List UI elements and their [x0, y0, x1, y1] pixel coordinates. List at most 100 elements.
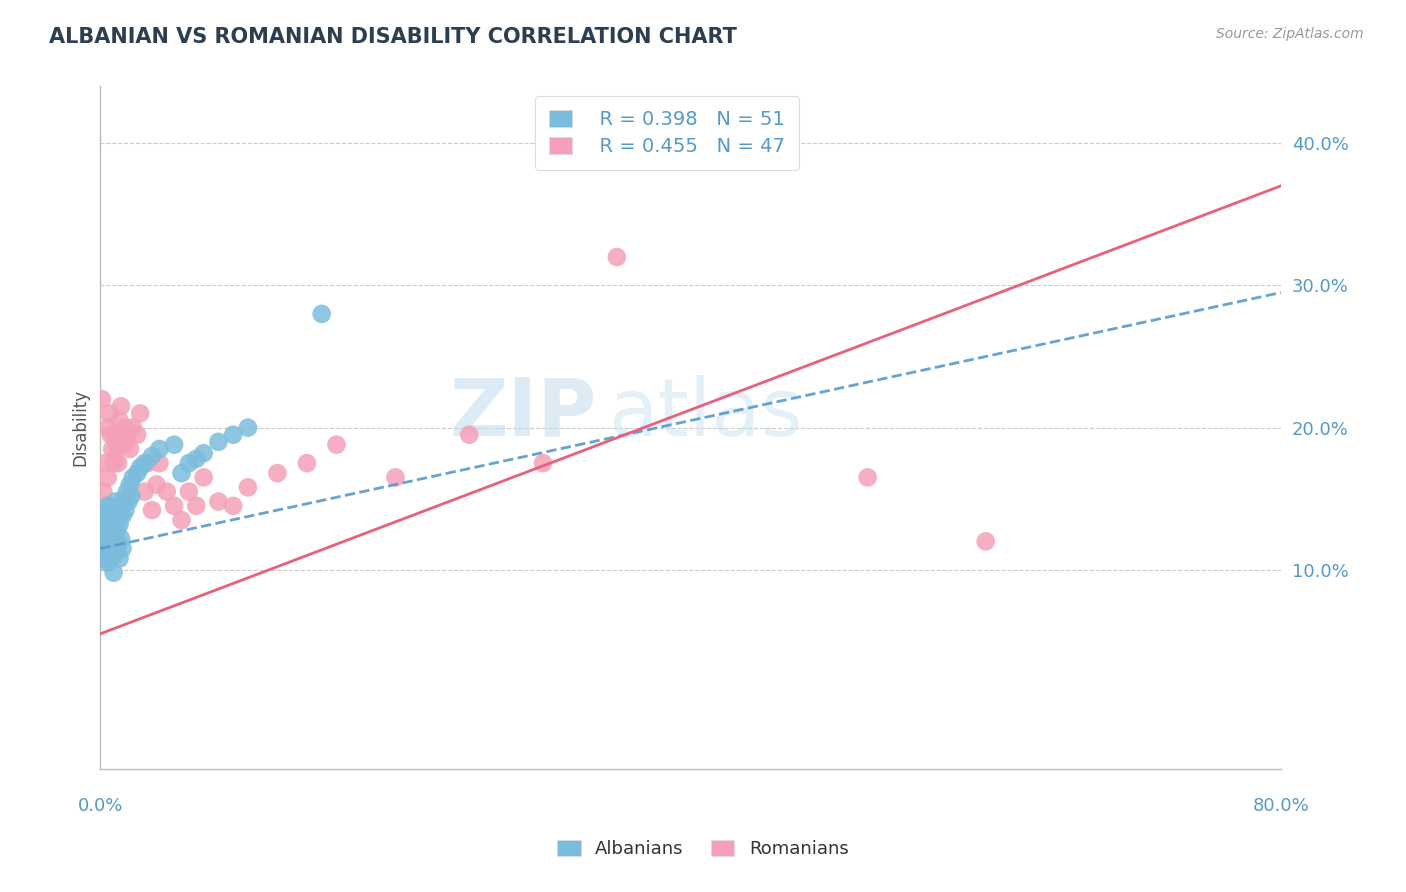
Point: [98, 520, 121, 534]
Point: [121, 420, 143, 434]
Legend: Albanians, Romanians: Albanians, Romanians: [550, 832, 856, 865]
Point: [118, 442, 141, 456]
Point: [110, 499, 132, 513]
Point: [193, 470, 215, 484]
Point: [170, 513, 193, 527]
Point: [108, 551, 131, 566]
Text: Source: ZipAtlas.com: Source: ZipAtlas.com: [1216, 27, 1364, 41]
Point: [107, 506, 129, 520]
Point: [193, 446, 215, 460]
Point: [222, 499, 245, 513]
Point: [127, 466, 149, 480]
Point: [108, 517, 131, 532]
Point: [186, 451, 208, 466]
Point: [141, 449, 163, 463]
Point: [207, 434, 229, 449]
Point: [114, 420, 136, 434]
Point: [97, 499, 120, 513]
Point: [100, 427, 122, 442]
Point: [108, 413, 131, 427]
Point: [145, 477, 167, 491]
Point: [311, 307, 333, 321]
Point: [129, 460, 152, 475]
Point: [117, 494, 139, 508]
Point: [97, 420, 120, 434]
Point: [531, 456, 554, 470]
Point: [325, 438, 347, 452]
Point: [107, 456, 129, 470]
Point: [295, 456, 318, 470]
Text: 80.0%: 80.0%: [1253, 797, 1309, 814]
Point: [97, 556, 120, 570]
Point: [163, 438, 186, 452]
Point: [110, 399, 132, 413]
Point: [177, 456, 200, 470]
Point: [207, 494, 229, 508]
Point: [104, 451, 127, 466]
Point: [101, 442, 124, 456]
Point: [101, 527, 124, 541]
Point: [94, 456, 117, 470]
Text: 0.0%: 0.0%: [77, 797, 124, 814]
Point: [91, 484, 114, 499]
Point: [134, 484, 156, 499]
Point: [107, 537, 129, 551]
Point: [103, 566, 125, 580]
Point: [111, 427, 134, 442]
Point: [105, 438, 128, 452]
Point: [98, 546, 121, 560]
Point: [121, 470, 143, 484]
Point: [606, 250, 628, 264]
Point: [97, 534, 120, 549]
Y-axis label: Disability: Disability: [72, 389, 89, 467]
Point: [104, 432, 127, 446]
Point: [103, 456, 125, 470]
Point: [974, 534, 997, 549]
Point: [103, 549, 125, 563]
Point: [141, 503, 163, 517]
Point: [148, 456, 170, 470]
Text: atlas: atlas: [607, 375, 803, 453]
Point: [177, 484, 200, 499]
Point: [114, 503, 136, 517]
Point: [111, 508, 134, 523]
Text: ALBANIAN VS ROMANIAN DISABILITY CORRELATION CHART: ALBANIAN VS ROMANIAN DISABILITY CORRELAT…: [49, 27, 737, 46]
Point: [170, 466, 193, 480]
Point: [104, 532, 127, 546]
Point: [236, 480, 259, 494]
Point: [100, 508, 122, 523]
Point: [266, 466, 288, 480]
Legend:   R = 0.398   N = 51,   R = 0.455   N = 47: R = 0.398 N = 51, R = 0.455 N = 47: [536, 96, 799, 169]
Point: [105, 541, 128, 556]
Point: [98, 406, 121, 420]
Point: [112, 438, 135, 452]
Point: [90, 527, 112, 541]
Point: [136, 456, 159, 470]
Point: [120, 489, 142, 503]
Point: [118, 477, 141, 491]
Point: [94, 551, 117, 566]
Point: [91, 537, 114, 551]
Point: [236, 420, 259, 434]
Point: [134, 456, 156, 470]
Point: [148, 442, 170, 456]
Point: [156, 484, 179, 499]
Point: [384, 470, 406, 484]
Point: [115, 484, 138, 499]
Point: [94, 506, 117, 520]
Point: [105, 523, 128, 537]
Point: [101, 503, 124, 517]
Point: [96, 499, 118, 513]
Point: [96, 541, 118, 556]
Point: [115, 432, 138, 446]
Point: [110, 532, 132, 546]
Point: [97, 470, 120, 484]
Point: [127, 427, 149, 442]
Point: [458, 427, 481, 442]
Point: [111, 541, 134, 556]
Point: [104, 494, 127, 508]
Point: [112, 491, 135, 506]
Point: [104, 513, 127, 527]
Point: [186, 499, 208, 513]
Point: [129, 406, 152, 420]
